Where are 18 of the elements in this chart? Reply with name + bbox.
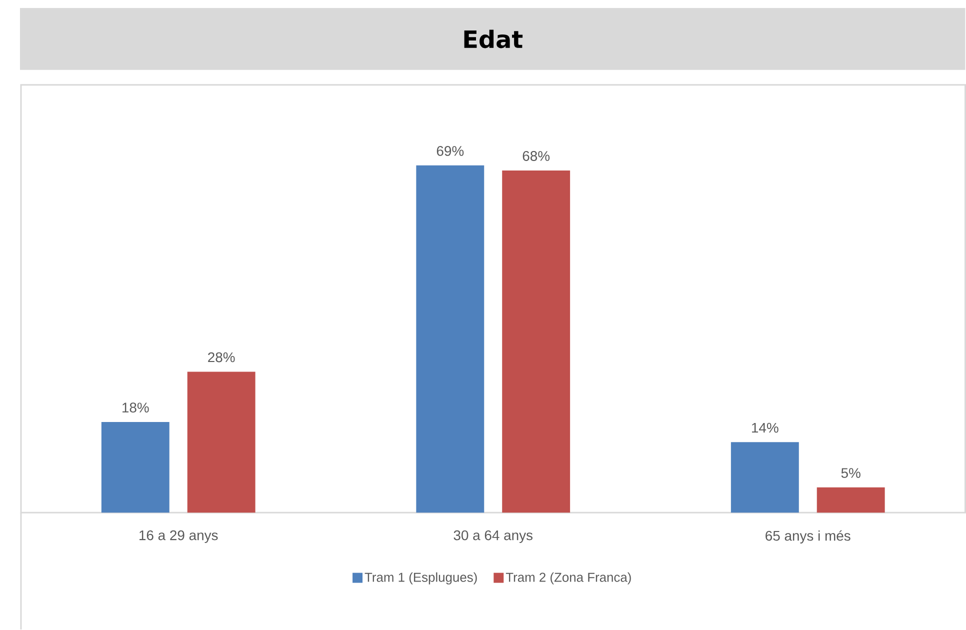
data-label: 5%: [841, 468, 860, 478]
legend-label: Tram 1 (Esplugues): [364, 572, 477, 584]
x-tick-label: 16 a 29 anys: [140, 530, 218, 543]
data-label: 68%: [522, 150, 550, 161]
data-label: 14%: [752, 422, 778, 433]
bar: [187, 372, 256, 512]
chart-title: Edat: [464, 30, 523, 48]
data-label: 69%: [436, 146, 464, 156]
x-tick-label: 30 a 64 anys: [454, 530, 532, 543]
data-label: 18%: [122, 402, 149, 412]
bar: [416, 165, 484, 512]
x-tick-label: 65 anys i més: [766, 530, 850, 544]
legend-label: Tram 2 (Zona Franca): [506, 572, 631, 584]
bar: [101, 422, 170, 512]
data-label: 28%: [208, 352, 235, 362]
bar: [816, 487, 885, 512]
bar: [730, 442, 799, 512]
bar: [502, 170, 570, 512]
